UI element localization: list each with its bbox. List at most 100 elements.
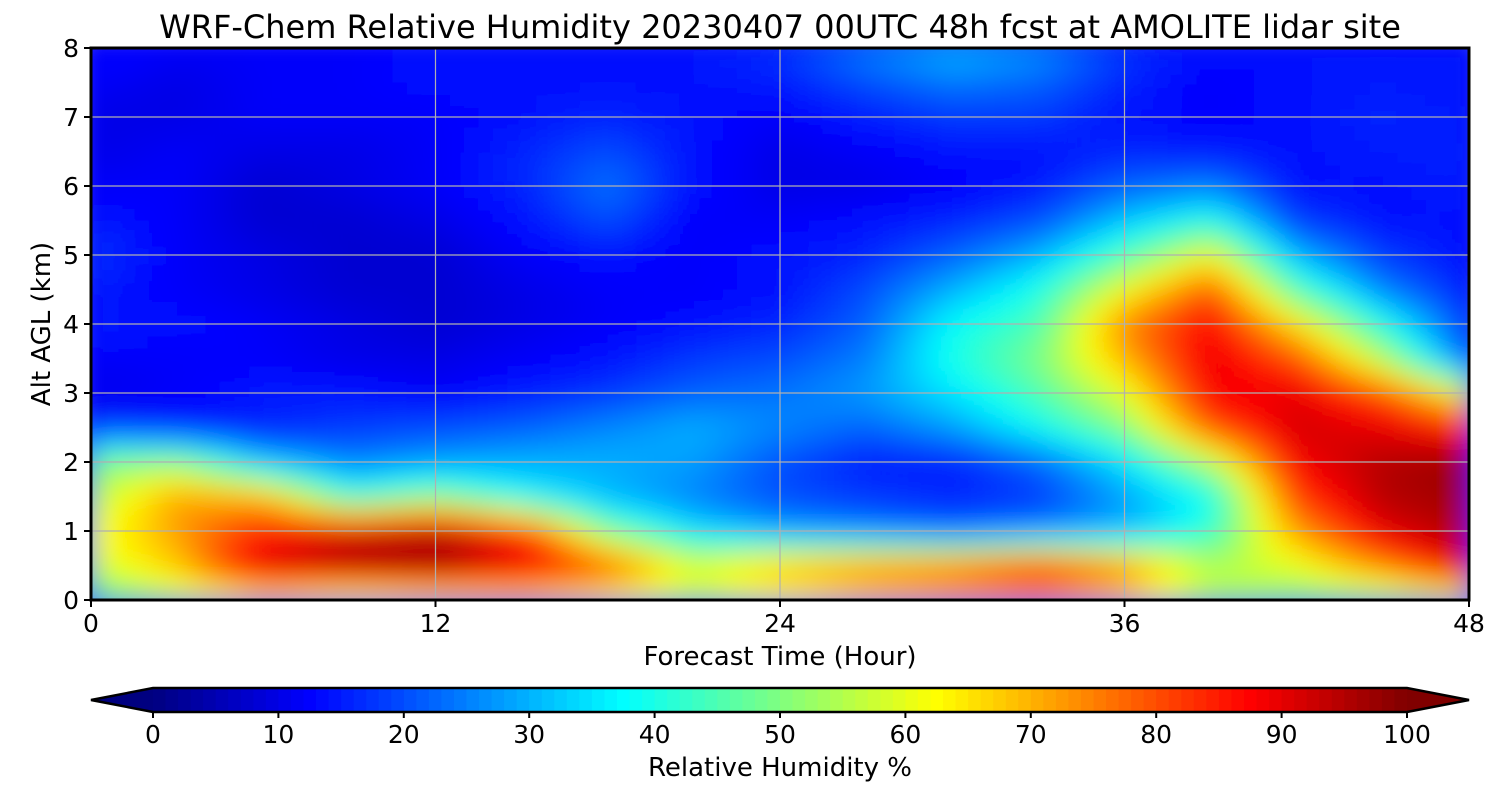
heatmap-cell xyxy=(966,232,982,245)
heatmap-cell xyxy=(277,508,293,521)
heatmap-cell xyxy=(363,565,379,578)
heatmap-cell xyxy=(1440,565,1456,578)
heatmap-cell xyxy=(1067,450,1083,463)
heatmap-cell xyxy=(1067,335,1083,348)
heatmap-cell xyxy=(1296,255,1312,268)
heatmap-cell xyxy=(1009,473,1025,486)
heatmap-cell xyxy=(679,197,695,210)
heatmap-cell xyxy=(880,151,896,164)
heatmap-cell xyxy=(679,577,695,590)
heatmap-cell xyxy=(1282,588,1298,600)
heatmap-cell xyxy=(909,128,925,141)
heatmap-cell xyxy=(909,370,925,383)
heatmap-cell xyxy=(1038,381,1054,394)
heatmap-cell xyxy=(794,105,810,118)
heatmap-cell xyxy=(952,128,968,141)
heatmap-cell xyxy=(134,381,150,394)
heatmap-cell xyxy=(693,473,710,486)
heatmap-cell xyxy=(1153,370,1169,383)
heatmap-cell xyxy=(952,140,968,153)
heatmap-cell xyxy=(622,496,638,509)
heatmap-cell xyxy=(191,105,207,118)
heatmap-cell xyxy=(564,473,580,486)
heatmap-cell xyxy=(894,117,910,130)
heatmap-cell xyxy=(349,105,365,118)
heatmap-cell xyxy=(378,186,394,199)
heatmap-cell xyxy=(1024,462,1040,475)
heatmap-cell xyxy=(751,163,767,176)
heatmap-cell xyxy=(492,416,509,429)
heatmap-cell xyxy=(923,140,939,153)
heatmap-cell xyxy=(851,565,867,578)
heatmap-cell xyxy=(1268,565,1284,578)
heatmap-cell xyxy=(521,393,537,406)
heatmap-cell xyxy=(162,209,178,222)
heatmap-cell xyxy=(1138,588,1154,600)
heatmap-cell xyxy=(349,462,365,475)
heatmap-cell xyxy=(91,232,107,245)
heatmap-cell xyxy=(1095,439,1111,452)
heatmap-cell xyxy=(866,462,882,475)
heatmap-cell xyxy=(349,531,365,544)
heatmap-cell xyxy=(722,71,738,84)
heatmap-cell xyxy=(1268,209,1284,222)
heatmap-cell xyxy=(1067,462,1083,475)
heatmap-cell xyxy=(320,496,336,509)
heatmap-cell xyxy=(650,255,666,268)
heatmap-cell xyxy=(693,542,710,555)
heatmap-cell xyxy=(794,519,810,532)
heatmap-cell xyxy=(736,381,753,394)
heatmap-cell xyxy=(1024,105,1040,118)
heatmap-cell xyxy=(823,289,839,302)
colorbar-segment xyxy=(616,688,631,712)
heatmap-cell xyxy=(248,347,265,360)
heatmap-cell xyxy=(421,427,437,440)
heatmap-cell xyxy=(894,243,910,256)
heatmap-cell xyxy=(665,496,681,509)
heatmap-cell xyxy=(435,416,451,429)
heatmap-cell xyxy=(378,197,394,210)
heatmap-cell xyxy=(1210,232,1226,245)
heatmap-cell xyxy=(1052,404,1068,417)
heatmap-cell xyxy=(679,255,695,268)
heatmap-cell xyxy=(248,128,265,141)
heatmap-cell xyxy=(521,94,537,107)
heatmap-cell xyxy=(909,278,925,291)
heatmap-cell xyxy=(708,439,724,452)
heatmap-cell xyxy=(650,59,666,72)
heatmap-cell xyxy=(406,358,422,371)
heatmap-cell xyxy=(995,542,1011,555)
heatmap-cell xyxy=(1296,220,1312,233)
heatmap-cell xyxy=(277,324,293,337)
heatmap-cell xyxy=(937,278,954,291)
heatmap-cell xyxy=(335,542,351,555)
heatmap-cell xyxy=(966,105,982,118)
heatmap-cell xyxy=(1311,324,1327,337)
heatmap-cell xyxy=(923,163,939,176)
heatmap-cell xyxy=(1009,278,1025,291)
heatmap-cell xyxy=(335,128,351,141)
heatmap-cell xyxy=(952,174,968,187)
heatmap-cell xyxy=(492,324,509,337)
heatmap-cell xyxy=(392,94,408,107)
heatmap-cell xyxy=(335,220,351,233)
heatmap-cell xyxy=(248,473,265,486)
heatmap-cell xyxy=(1124,117,1140,130)
colorbar-segment xyxy=(1030,688,1044,712)
heatmap-cell xyxy=(1354,278,1370,291)
heatmap-cell xyxy=(708,462,724,475)
heatmap-cell xyxy=(636,485,652,498)
heatmap-cell xyxy=(1454,174,1469,187)
heatmap-cell xyxy=(693,508,710,521)
heatmap-cell xyxy=(277,335,293,348)
heatmap-cell xyxy=(162,577,178,590)
heatmap-cell xyxy=(880,174,896,187)
heatmap-cell xyxy=(952,301,968,314)
heatmap-cell xyxy=(1210,404,1226,417)
heatmap-cell xyxy=(1325,358,1341,371)
heatmap-cell xyxy=(435,117,451,130)
heatmap-cell xyxy=(665,312,681,325)
heatmap-cell xyxy=(464,324,480,337)
heatmap-cell xyxy=(837,508,853,521)
